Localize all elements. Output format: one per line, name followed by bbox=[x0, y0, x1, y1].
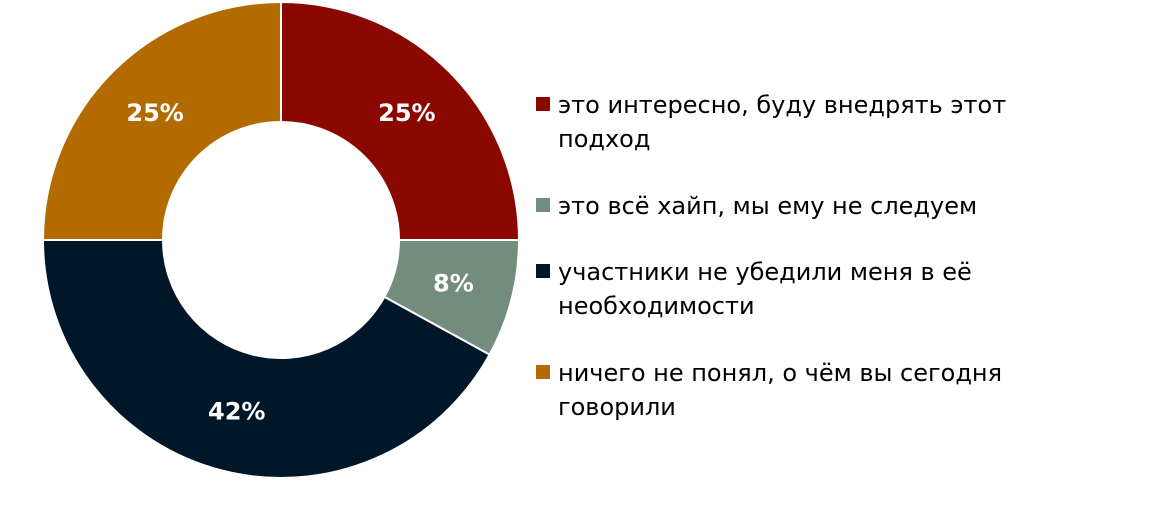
legend-label: это всё хайп, мы ему не следуем bbox=[558, 192, 978, 220]
legend-item: участники не убедили меня в её необходим… bbox=[536, 255, 1076, 323]
legend-item: ничего не понял, о чём вы сегодня говори… bbox=[536, 356, 1076, 424]
legend-label: участники не убедили меня в её необходим… bbox=[558, 258, 972, 320]
legend: это интересно, буду внедрять этот подход… bbox=[536, 88, 1076, 457]
legend-label: ничего не понял, о чём вы сегодня говори… bbox=[558, 359, 1003, 421]
legend-label: это интересно, буду внедрять этот подход bbox=[558, 91, 1007, 153]
data-label: 42% bbox=[208, 397, 265, 425]
donut-slice bbox=[41, 239, 491, 479]
data-label: 8% bbox=[433, 269, 474, 297]
legend-swatch bbox=[536, 97, 550, 111]
legend-item: это всё хайп, мы ему не следуем bbox=[536, 189, 1076, 223]
legend-item: это интересно, буду внедрять этот подход bbox=[536, 88, 1076, 156]
donut-slice bbox=[280, 0, 521, 241]
donut: 25% 8% 42% 25% bbox=[41, 0, 521, 479]
data-label: 25% bbox=[378, 99, 435, 127]
legend-swatch bbox=[536, 365, 550, 379]
legend-swatch bbox=[536, 198, 550, 212]
legend-swatch bbox=[536, 264, 550, 278]
donut-slice bbox=[41, 0, 282, 241]
data-label: 25% bbox=[126, 99, 183, 127]
